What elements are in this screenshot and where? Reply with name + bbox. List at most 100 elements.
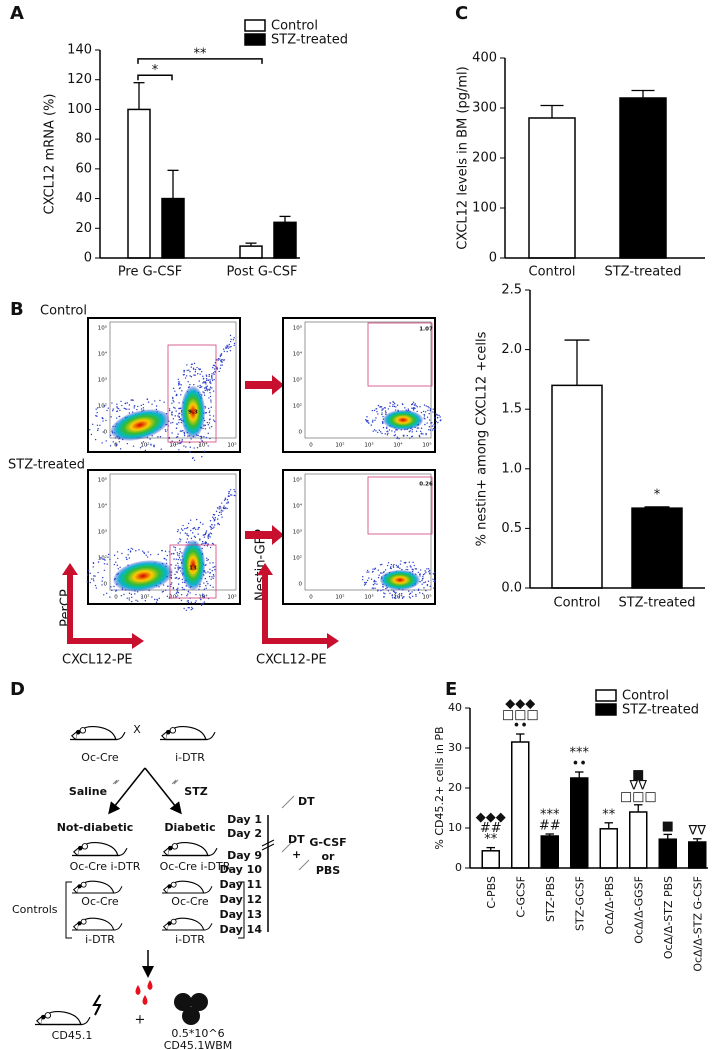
event-dot [396, 404, 399, 406]
event-dot [185, 609, 188, 612]
event-dot [204, 424, 207, 427]
event-dot [416, 427, 419, 429]
event-dot [92, 423, 94, 426]
event-dot [177, 433, 179, 435]
event-dot [229, 349, 232, 352]
event-dot [209, 546, 212, 549]
event-dot [130, 547, 132, 550]
mouse-label: Oc-Cre [171, 895, 209, 908]
event-dot [434, 579, 436, 582]
event-dot [215, 510, 218, 513]
event-dot [419, 573, 421, 575]
x-tick-label: STZ-treated [604, 265, 681, 280]
event-dot [94, 584, 97, 587]
significance-mark: □□□ [620, 789, 657, 804]
event-dot [186, 533, 188, 535]
event-dot [101, 584, 103, 586]
event-dot [368, 571, 370, 573]
cross: X [133, 723, 141, 736]
event-dot [208, 397, 210, 399]
bracket [65, 881, 245, 939]
event-dot [222, 348, 225, 350]
event-dot [124, 402, 127, 404]
event-dot [177, 591, 180, 594]
day-label: Day 10 [219, 863, 262, 876]
y-tick-label: 10 [448, 821, 462, 834]
event-dot [180, 418, 182, 420]
event-dot [205, 386, 207, 388]
event-dot [128, 599, 130, 601]
event-dot [110, 586, 112, 588]
event-dot [373, 580, 375, 583]
bar [629, 811, 648, 869]
event-dot [380, 406, 383, 408]
event-dot [97, 561, 100, 563]
event-dot [127, 554, 129, 556]
flow-tick-label: 10³ [364, 442, 373, 449]
event-dot [175, 596, 177, 598]
event-dot [212, 415, 215, 417]
event-dot [409, 565, 411, 567]
event-dot [403, 596, 405, 598]
y-tick-label: 30 [448, 741, 462, 754]
event-dot [211, 379, 214, 382]
event-dot [158, 597, 160, 600]
event-dot [128, 592, 131, 594]
event-dot [417, 427, 420, 429]
event-dot [187, 601, 190, 604]
event-dot [220, 513, 223, 516]
event-dot [378, 574, 380, 576]
plot-area [304, 473, 432, 591]
event-dot [219, 358, 221, 360]
event-dot [417, 571, 420, 574]
event-dot [183, 371, 185, 373]
event-dot [116, 410, 118, 413]
treatment: Saline [69, 785, 107, 798]
cell [174, 993, 192, 1011]
flow-tick-label: 10² [140, 594, 149, 601]
legend-label: STZ-treated [271, 33, 348, 48]
event-dot [213, 514, 216, 516]
event-dot [131, 548, 134, 550]
event-dot [435, 413, 437, 415]
event-dot [179, 541, 181, 543]
event-dot [154, 400, 156, 402]
event-dot [178, 421, 180, 424]
flow-plot: 0010²10²10³10³10⁴10⁴10⁵10⁵9.3 [87, 317, 241, 461]
event-dot [175, 564, 177, 567]
event-dot [177, 562, 179, 565]
event-dot [184, 527, 186, 530]
legend-swatch [595, 703, 617, 716]
event-dot [173, 558, 175, 560]
event-dot [177, 587, 179, 589]
plot-frame [87, 317, 241, 453]
event-dot [206, 385, 209, 387]
event-dot [188, 607, 190, 609]
event-dot [186, 534, 188, 536]
event-dot [128, 408, 130, 410]
event-dot [221, 502, 223, 504]
event-dot [227, 347, 230, 349]
event-dot [126, 402, 129, 404]
event-dot [384, 410, 387, 412]
event-dot [222, 507, 225, 509]
y-tick-label: 20 [448, 781, 462, 794]
mouse-label: CD45.1 [52, 1029, 93, 1042]
event-dot [176, 423, 178, 425]
event-dot [180, 394, 182, 396]
event-dot [94, 575, 96, 577]
event-dot [420, 411, 423, 414]
event-dot [120, 400, 122, 403]
event-dot [209, 572, 211, 574]
event-dot [396, 437, 398, 440]
event-dot [197, 527, 200, 529]
event-dot [102, 420, 104, 422]
event-dot [414, 403, 416, 405]
event-dot [411, 570, 414, 573]
event-dot [177, 565, 179, 567]
event-dot [130, 596, 133, 599]
timeline-label: G-CSF [309, 836, 346, 849]
event-dot [206, 559, 208, 562]
event-dot [392, 565, 395, 567]
